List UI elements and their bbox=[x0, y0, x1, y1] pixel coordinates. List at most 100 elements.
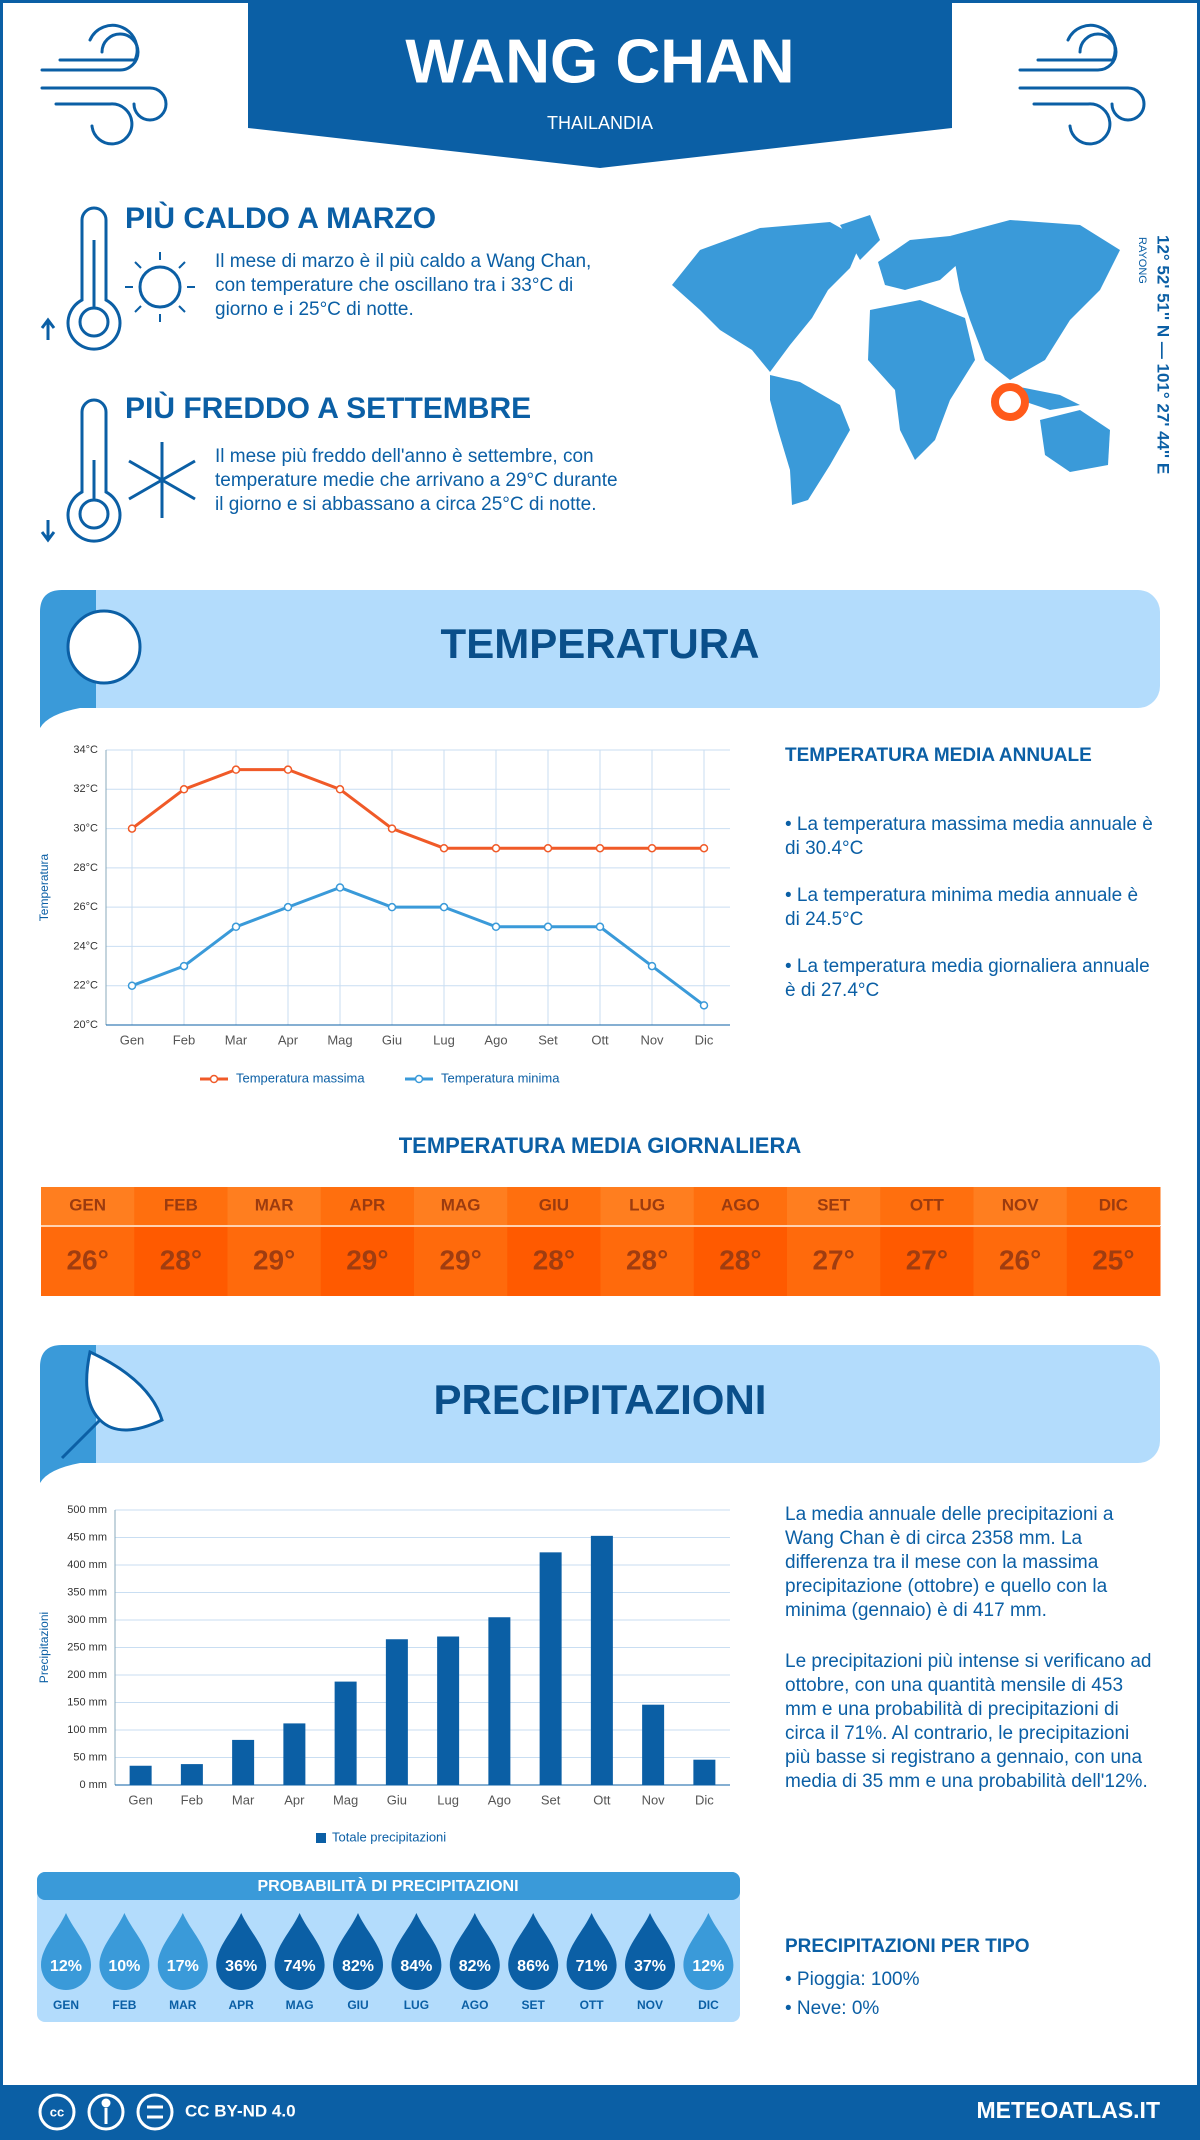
month-label: MAR bbox=[169, 1998, 197, 2012]
daily-temp: 28° bbox=[719, 1244, 761, 1275]
data-point bbox=[595, 922, 605, 932]
data-point bbox=[439, 843, 449, 853]
bar bbox=[437, 1636, 460, 1785]
month-label: APR bbox=[349, 1195, 385, 1214]
table-value-cell bbox=[973, 1226, 1068, 1296]
table-header-cell bbox=[320, 1187, 415, 1225]
hot-text: Il mese di marzo è il più caldo a Wang C… bbox=[215, 251, 592, 320]
cold-text: Il mese più freddo dell'anno è settembre… bbox=[215, 446, 618, 515]
site: METEOATLAS.IT bbox=[976, 2097, 1160, 2123]
drop bbox=[625, 1913, 675, 1990]
table-value-cell bbox=[414, 1226, 508, 1296]
x-tick-label: Apr bbox=[284, 1792, 305, 1807]
x-tick-label: Giu bbox=[382, 1032, 402, 1047]
data-point bbox=[231, 922, 241, 932]
city-title: WANG CHAN bbox=[405, 27, 794, 96]
y-tick-label: 150 mm bbox=[67, 1696, 107, 1708]
daily-title: TEMPERATURA MEDIA GIORNALIERA bbox=[399, 1133, 802, 1158]
x-tick-label: Set bbox=[541, 1792, 561, 1807]
bar bbox=[385, 1639, 408, 1785]
month-label: FEB bbox=[164, 1195, 198, 1214]
drop bbox=[449, 1913, 500, 1990]
x-tick-label: Mag bbox=[327, 1032, 352, 1047]
data-point bbox=[335, 785, 345, 794]
probability-label: 12% bbox=[50, 1958, 82, 1975]
table-value-cell bbox=[41, 1226, 135, 1296]
data-point bbox=[231, 765, 241, 774]
drop bbox=[41, 1913, 91, 1990]
month-label: AGO bbox=[721, 1195, 760, 1214]
data-point bbox=[543, 843, 553, 853]
probability-label: 17% bbox=[167, 1958, 199, 1975]
wind-icon bbox=[40, 23, 1146, 146]
table-header-cell bbox=[880, 1187, 974, 1225]
data-point bbox=[283, 902, 293, 912]
daily-temp: 28° bbox=[626, 1244, 668, 1275]
month-label: SET bbox=[817, 1195, 851, 1214]
banner-accent bbox=[40, 1345, 96, 1483]
data-point bbox=[387, 902, 397, 912]
y-tick-label: 20°C bbox=[73, 1019, 98, 1031]
month-label: MAR bbox=[255, 1195, 294, 1214]
month-label: MAG bbox=[286, 1998, 314, 2012]
probability-panel bbox=[37, 1872, 740, 2022]
table-header-cell bbox=[227, 1187, 322, 1225]
drop bbox=[333, 1913, 383, 1990]
y-tick-label: 350 mm bbox=[67, 1586, 107, 1598]
table-value-cell bbox=[507, 1226, 601, 1296]
daily-temp: 27° bbox=[812, 1244, 854, 1275]
x-tick-label: Ott bbox=[593, 1792, 611, 1807]
legend-label: Totale precipitazioni bbox=[332, 1829, 446, 1844]
probability-label: 86% bbox=[517, 1958, 549, 1975]
drop bbox=[566, 1913, 617, 1990]
type-item: • Pioggia: 100% bbox=[785, 1969, 920, 1990]
y-tick-label: 26°C bbox=[73, 901, 98, 913]
sun-icon bbox=[66, 609, 142, 685]
x-tick-label: Giu bbox=[387, 1792, 407, 1807]
legend-swatch bbox=[316, 1833, 326, 1843]
series-line bbox=[131, 885, 705, 1007]
country-subtitle: THAILANDIA bbox=[547, 113, 653, 133]
daily-temp: 28° bbox=[160, 1244, 202, 1275]
month-label: NOV bbox=[637, 1998, 663, 2012]
legend-label: Temperatura massima bbox=[236, 1070, 365, 1085]
daily-temp: 25° bbox=[1092, 1244, 1134, 1275]
table-value-cell bbox=[227, 1226, 322, 1296]
precipitation-banner bbox=[40, 1345, 1160, 1463]
table-value-cell bbox=[693, 1226, 788, 1296]
probability-label: 74% bbox=[284, 1958, 316, 1975]
annual-title: TEMPERATURA MEDIA ANNUALE bbox=[785, 745, 1092, 766]
y-tick-label: 200 mm bbox=[67, 1669, 107, 1681]
daily-temp: 26° bbox=[999, 1244, 1041, 1275]
probability-label: 71% bbox=[576, 1958, 608, 1975]
bar bbox=[129, 1765, 152, 1785]
drop bbox=[216, 1913, 267, 1990]
bar bbox=[642, 1704, 665, 1785]
table-value-cell bbox=[600, 1226, 695, 1296]
x-tick-label: Ago bbox=[484, 1032, 507, 1047]
legend-marker bbox=[414, 1074, 424, 1084]
probability-title: PROBABILITÀ DI PRECIPITAZIONI bbox=[257, 1876, 518, 1895]
hot-title: PIÙ CALDO A MARZO bbox=[125, 202, 437, 235]
bar bbox=[180, 1764, 203, 1785]
table-value-cell bbox=[134, 1226, 228, 1296]
temperature-banner bbox=[40, 590, 1160, 708]
month-label: LUG bbox=[404, 1998, 429, 2012]
x-tick-label: Ago bbox=[488, 1792, 511, 1807]
x-tick-label: Lug bbox=[433, 1032, 455, 1047]
x-tick-label: Nov bbox=[642, 1792, 666, 1807]
annual-item: • La temperatura minima media annuale è … bbox=[785, 885, 1139, 930]
data-point bbox=[647, 961, 657, 971]
probability-label: 10% bbox=[108, 1958, 140, 1975]
daily-temp: 26° bbox=[66, 1244, 108, 1275]
data-point bbox=[283, 765, 293, 774]
region-label: RAYONG bbox=[1136, 237, 1148, 284]
table-header-cell bbox=[600, 1187, 695, 1225]
y-tick-label: 50 mm bbox=[73, 1751, 107, 1763]
x-tick-label: Mag bbox=[333, 1792, 358, 1807]
daily-temp: 29° bbox=[439, 1244, 481, 1275]
bar bbox=[539, 1552, 562, 1785]
month-label: LUG bbox=[629, 1195, 665, 1214]
